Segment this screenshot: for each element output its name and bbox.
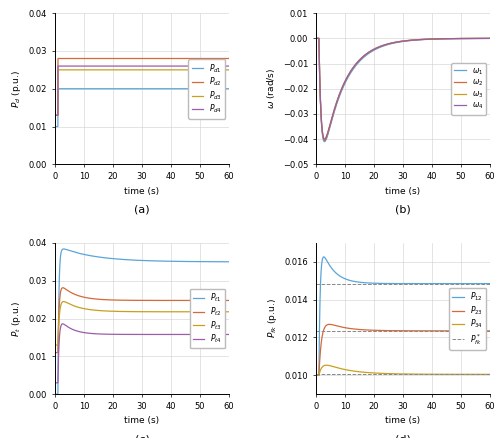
Y-axis label: $P_d$ (p.u.): $P_d$ (p.u.) [10,70,24,108]
Legend: $P_{d1}$, $P_{d2}$, $P_{d3}$, $P_{d4}$: $P_{d1}$, $P_{d2}$, $P_{d3}$, $P_{d4}$ [188,59,225,119]
Y-axis label: $P_{fk}$ (p.u.): $P_{fk}$ (p.u.) [266,299,279,339]
X-axis label: time (s): time (s) [124,417,160,425]
X-axis label: time (s): time (s) [386,187,420,195]
Y-axis label: $P_t$ (p.u.): $P_t$ (p.u.) [10,300,24,337]
Legend: $\omega_1$, $\omega_2$, $\omega_3$, $\omega_4$: $\omega_1$, $\omega_2$, $\omega_3$, $\om… [451,63,486,114]
X-axis label: time (s): time (s) [386,417,420,425]
Legend: $P_{12}$, $P_{23}$, $P_{34}$, $P^*_{fk}$: $P_{12}$, $P_{23}$, $P_{34}$, $P^*_{fk}$ [450,288,486,350]
X-axis label: time (s): time (s) [124,187,160,195]
Text: (b): (b) [395,205,411,215]
Legend: $P_{t1}$, $P_{t2}$, $P_{t3}$, $P_{t4}$: $P_{t1}$, $P_{t2}$, $P_{t3}$, $P_{t4}$ [190,289,225,348]
Y-axis label: $\omega$ (rad/s): $\omega$ (rad/s) [266,68,278,110]
Text: (d): (d) [395,434,411,438]
Text: (a): (a) [134,205,150,215]
Text: (c): (c) [134,434,150,438]
